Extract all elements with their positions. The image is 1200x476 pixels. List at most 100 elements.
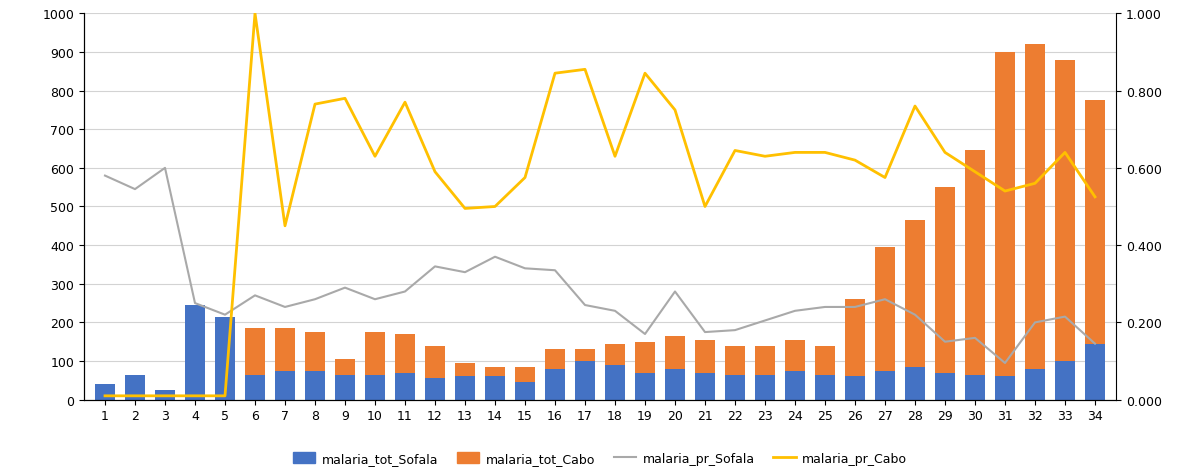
- Bar: [155, 390, 175, 400]
- Bar: [995, 53, 1015, 377]
- malaria_pr_Sofala: [158, 166, 173, 171]
- Bar: [845, 299, 865, 377]
- Bar: [635, 342, 655, 373]
- Bar: [725, 346, 745, 375]
- Bar: [815, 375, 835, 400]
- malaria_pr_Sofala: [668, 289, 683, 295]
- malaria_pr_Sofala: [518, 266, 533, 272]
- Bar: [1055, 60, 1075, 361]
- malaria_pr_Cabo: [248, 11, 263, 17]
- malaria_pr_Cabo: [218, 393, 233, 399]
- malaria_pr_Sofala: [458, 270, 473, 276]
- Bar: [305, 332, 325, 371]
- Bar: [395, 334, 415, 373]
- malaria_pr_Sofala: [788, 308, 803, 314]
- Bar: [635, 373, 655, 400]
- malaria_pr_Cabo: [878, 175, 893, 181]
- Bar: [275, 371, 295, 400]
- Bar: [485, 367, 505, 377]
- malaria_pr_Sofala: [848, 305, 863, 310]
- malaria_pr_Cabo: [1058, 150, 1073, 156]
- malaria_pr_Sofala: [878, 297, 893, 302]
- malaria_pr_Sofala: [428, 264, 443, 270]
- Bar: [395, 373, 415, 400]
- malaria_pr_Sofala: [188, 301, 203, 307]
- malaria_pr_Sofala: [338, 285, 353, 291]
- malaria_pr_Cabo: [698, 204, 713, 210]
- malaria_pr_Cabo: [368, 154, 383, 160]
- malaria_pr_Cabo: [158, 393, 173, 399]
- Bar: [905, 220, 925, 367]
- Bar: [305, 371, 325, 400]
- malaria_pr_Cabo: [968, 169, 983, 175]
- malaria_pr_Sofala: [818, 305, 833, 310]
- malaria_pr_Cabo: [728, 149, 743, 154]
- malaria_pr_Cabo: [398, 100, 413, 106]
- Bar: [1085, 344, 1105, 400]
- Bar: [665, 369, 685, 400]
- malaria_pr_Cabo: [758, 154, 773, 160]
- malaria_pr_Cabo: [818, 150, 833, 156]
- malaria_pr_Sofala: [608, 308, 623, 314]
- malaria_pr_Cabo: [1028, 181, 1043, 187]
- Bar: [875, 371, 895, 400]
- malaria_pr_Sofala: [248, 293, 263, 298]
- malaria_pr_Cabo: [1088, 195, 1103, 200]
- Bar: [785, 340, 805, 371]
- Bar: [755, 375, 775, 400]
- malaria_pr_Sofala: [908, 312, 923, 318]
- malaria_pr_Sofala: [638, 331, 653, 337]
- malaria_pr_Cabo: [278, 224, 293, 229]
- malaria_pr_Cabo: [488, 204, 503, 210]
- malaria_pr_Sofala: [398, 289, 413, 295]
- malaria_pr_Cabo: [998, 189, 1013, 195]
- malaria_pr_Cabo: [608, 154, 623, 160]
- malaria_pr_Cabo: [668, 108, 683, 114]
- malaria_pr_Cabo: [788, 150, 803, 156]
- Bar: [695, 340, 715, 373]
- malaria_pr_Sofala: [488, 254, 503, 260]
- Bar: [455, 377, 475, 400]
- Bar: [785, 371, 805, 400]
- malaria_pr_Sofala: [98, 173, 113, 179]
- Bar: [1085, 101, 1105, 344]
- Bar: [425, 346, 445, 378]
- malaria_pr_Sofala: [548, 268, 563, 274]
- malaria_pr_Sofala: [308, 297, 323, 302]
- Bar: [185, 306, 205, 400]
- Legend: malaria_tot_Sofala, malaria_tot_Cabo, malaria_pr_Sofala, malaria_pr_Cabo: malaria_tot_Sofala, malaria_tot_Cabo, ma…: [288, 447, 912, 470]
- Bar: [1025, 45, 1045, 369]
- Bar: [605, 365, 625, 400]
- Line: malaria_pr_Sofala: malaria_pr_Sofala: [106, 169, 1096, 363]
- malaria_pr_Cabo: [518, 175, 533, 181]
- malaria_pr_Sofala: [728, 327, 743, 333]
- malaria_pr_Cabo: [848, 158, 863, 164]
- Bar: [455, 363, 475, 377]
- Bar: [935, 188, 955, 373]
- Bar: [245, 328, 265, 375]
- Bar: [875, 248, 895, 371]
- malaria_pr_Sofala: [578, 303, 593, 308]
- Bar: [695, 373, 715, 400]
- Bar: [365, 332, 385, 375]
- Bar: [1025, 369, 1045, 400]
- malaria_pr_Cabo: [578, 67, 593, 73]
- malaria_pr_Sofala: [128, 187, 143, 193]
- Bar: [215, 317, 235, 400]
- Bar: [365, 375, 385, 400]
- Bar: [965, 151, 985, 375]
- malaria_pr_Cabo: [908, 104, 923, 109]
- malaria_pr_Cabo: [458, 206, 473, 212]
- Bar: [815, 346, 835, 375]
- Bar: [545, 369, 565, 400]
- Bar: [965, 375, 985, 400]
- malaria_pr_Cabo: [338, 96, 353, 102]
- malaria_pr_Sofala: [758, 318, 773, 324]
- Bar: [935, 373, 955, 400]
- Bar: [725, 375, 745, 400]
- malaria_pr_Cabo: [188, 393, 203, 399]
- Bar: [905, 367, 925, 400]
- Bar: [575, 350, 595, 361]
- Bar: [335, 375, 355, 400]
- Bar: [605, 344, 625, 365]
